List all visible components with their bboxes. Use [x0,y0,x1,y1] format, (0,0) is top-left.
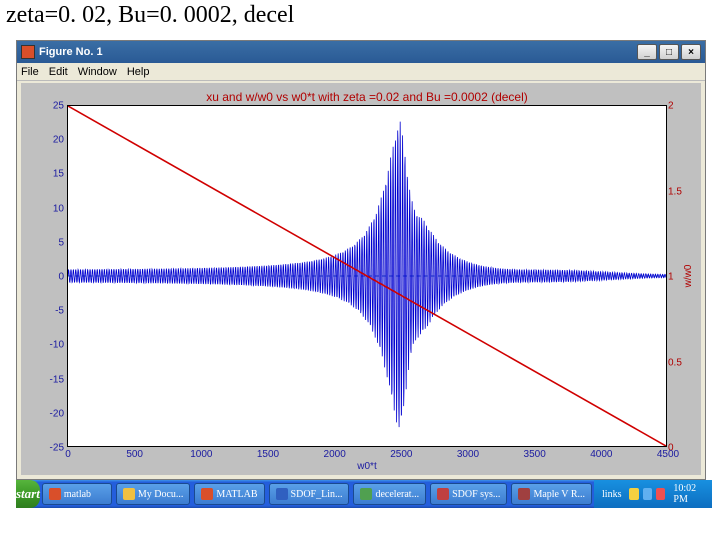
right-ytick: 1 [668,272,688,283]
maximize-button[interactable]: □ [659,44,679,60]
xtick: 1000 [190,449,212,460]
taskbar-button-label: SDOF sys... [452,489,500,500]
taskbar-button-label: decelerat... [375,489,419,500]
menu-help[interactable]: Help [127,66,150,78]
taskbar: start matlab My Docu... MATLAB SDOF_Lin... d… [16,480,706,508]
left-ytick: -20 [40,408,64,419]
system-tray[interactable]: links 10:02 PM [594,480,712,508]
menu-bar: File Edit Window Help [17,63,705,81]
left-ytick: 10 [40,203,64,214]
right-ytick: 2 [668,101,688,112]
taskbar-app-icon [49,488,61,500]
left-ytick: 5 [40,237,64,248]
left-ytick: 0 [40,272,64,283]
plot-area: xu and w/w0 vs w0*t with zeta =0.02 and … [21,83,701,475]
slide-title: zeta=0. 02, Bu=0. 0002, decel [6,2,294,29]
minimize-button[interactable]: _ [637,44,657,60]
x-axis-label: w0*t [68,461,666,472]
xtick: 4000 [590,449,612,460]
xtick: 2500 [390,449,412,460]
tray-icon [656,488,665,500]
right-ytick: 0.5 [668,357,688,368]
taskbar-button[interactable]: SDOF_Lin... [269,483,350,505]
right-ytick: 1.5 [668,186,688,197]
taskbar-app-icon [518,488,530,500]
taskbar-button[interactable]: Maple V R... [511,483,592,505]
taskbar-button[interactable]: My Docu... [116,483,191,505]
menu-edit[interactable]: Edit [49,66,68,78]
window-title: Figure No. 1 [39,46,103,58]
chart-axes: xu and w/w0 vs w0*t with zeta =0.02 and … [67,105,667,447]
taskbar-button-label: MATLAB [216,489,257,500]
left-ytick: -15 [40,374,64,385]
xtick: 4500 [657,449,679,460]
taskbar-app-icon [123,488,135,500]
taskbar-app-icon [201,488,213,500]
figure-window: Figure No. 1 _ □ × File Edit Window Help… [16,40,706,480]
xtick: 1500 [257,449,279,460]
xtick: 3000 [457,449,479,460]
window-titlebar[interactable]: Figure No. 1 _ □ × [17,41,705,63]
window-icon [21,45,35,59]
taskbar-button[interactable]: MATLAB [194,483,264,505]
left-ytick: 15 [40,169,64,180]
left-ytick: 20 [40,135,64,146]
taskbar-app-icon [276,488,288,500]
menu-window[interactable]: Window [78,66,117,78]
start-button[interactable]: start [16,480,40,508]
left-ytick: -10 [40,340,64,351]
taskbar-app-icon [360,488,372,500]
taskbar-button-label: matlab [64,489,91,500]
taskbar-button-label: Maple V R... [533,489,585,500]
xtick: 0 [65,449,71,460]
taskbar-button[interactable]: SDOF sys... [430,483,507,505]
close-button[interactable]: × [681,44,701,60]
left-ytick: 25 [40,101,64,112]
left-ytick: -25 [40,443,64,454]
taskbar-button-label: My Docu... [138,489,184,500]
tray-icon [643,488,652,500]
tray-clock: 10:02 PM [673,483,704,505]
taskbar-app-icon [437,488,449,500]
chart-title: xu and w/w0 vs w0*t with zeta =0.02 and … [68,90,666,104]
taskbar-button[interactable]: decelerat... [353,483,426,505]
left-ytick: -5 [40,306,64,317]
xtick: 3500 [524,449,546,460]
chart-svg [68,106,666,446]
xtick: 2000 [324,449,346,460]
taskbar-button[interactable]: matlab [42,483,112,505]
taskbar-button-label: SDOF_Lin... [291,489,343,500]
xtick: 500 [126,449,143,460]
tray-icon [629,488,638,500]
tray-links: links [602,489,621,500]
menu-file[interactable]: File [21,66,39,78]
